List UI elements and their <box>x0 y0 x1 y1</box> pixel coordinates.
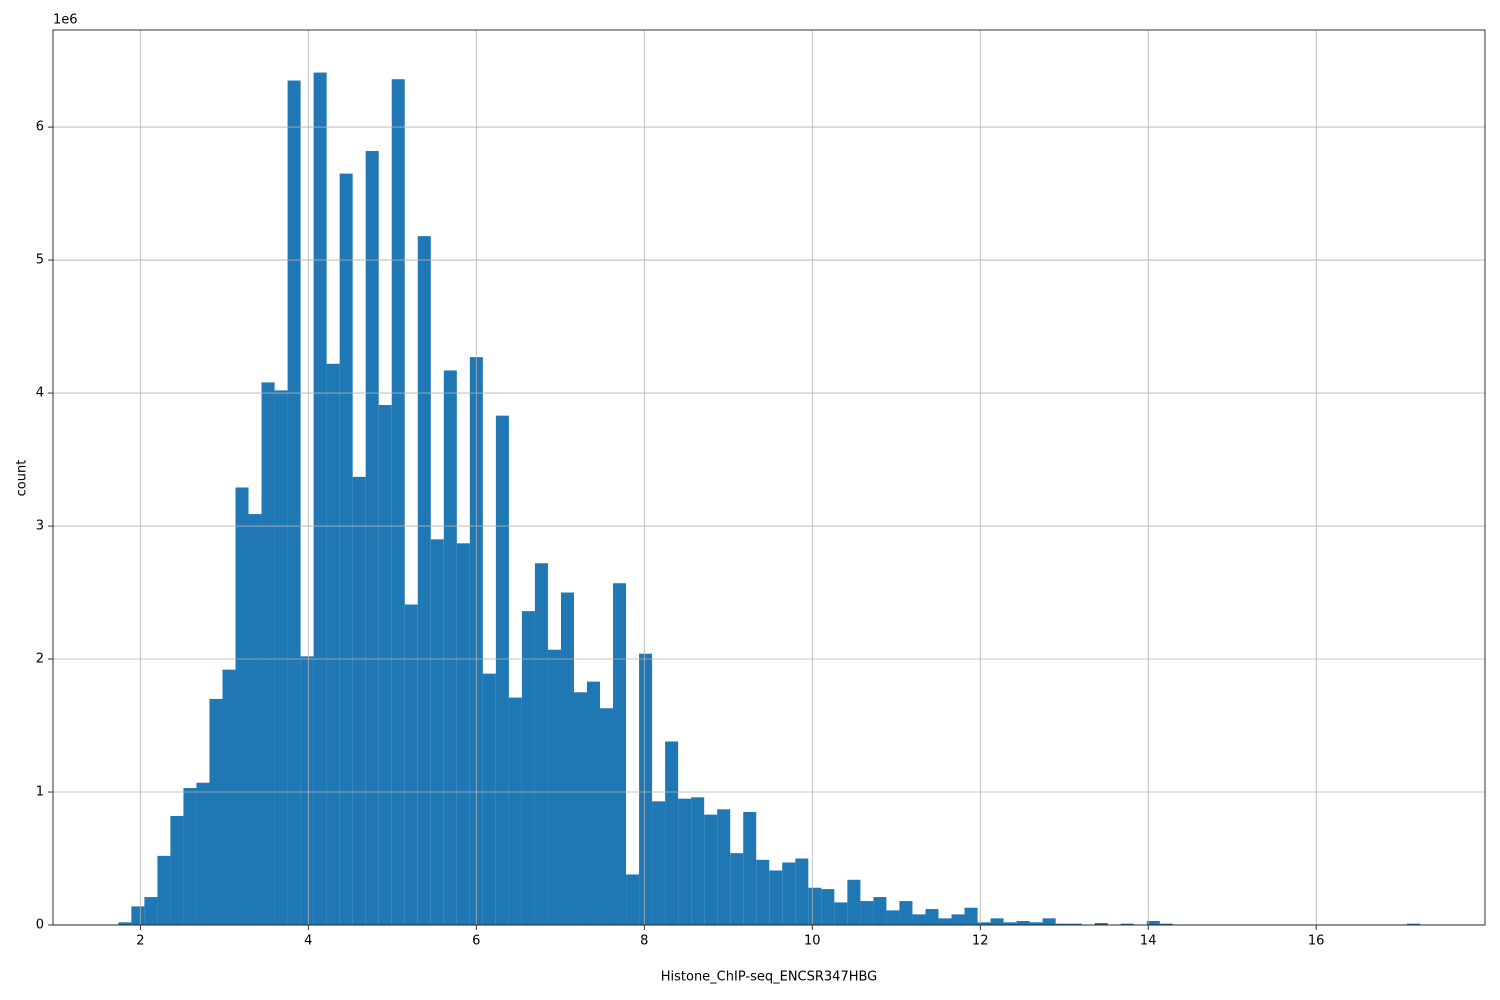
bar <box>144 897 158 925</box>
bar <box>899 901 913 925</box>
x-tick-label: 12 <box>972 934 989 949</box>
bar <box>131 906 145 925</box>
bar <box>1407 923 1421 925</box>
bar <box>639 653 653 925</box>
x-tick-label: 6 <box>472 934 480 949</box>
bar <box>821 889 835 925</box>
bar <box>365 151 379 926</box>
bar <box>1003 922 1017 925</box>
bar <box>417 236 431 925</box>
bar <box>430 539 444 925</box>
x-tick-label: 10 <box>804 934 821 949</box>
bar <box>886 910 900 925</box>
bar <box>352 476 366 925</box>
bar <box>391 79 405 925</box>
bar <box>495 415 509 925</box>
y-tick-label: 1 <box>36 785 44 800</box>
x-axis-label: Histone_ChIP-seq_ENCSR347HBG <box>661 970 878 985</box>
bar <box>912 914 926 925</box>
bar <box>326 363 340 925</box>
bar <box>600 708 614 925</box>
bar <box>118 922 132 925</box>
x-tick-label: 4 <box>304 934 312 949</box>
bar <box>691 797 705 925</box>
bar <box>1029 922 1043 925</box>
offset-label: 1e6 <box>53 13 78 28</box>
bar <box>1146 921 1160 925</box>
y-tick-label: 0 <box>36 918 44 933</box>
bar <box>1068 923 1082 925</box>
bar <box>756 859 770 925</box>
bar <box>560 592 574 925</box>
bar <box>1016 921 1030 925</box>
bar <box>300 656 314 925</box>
bar <box>183 788 197 925</box>
bar <box>287 80 301 926</box>
bar <box>977 922 991 925</box>
bar <box>652 801 666 925</box>
x-tick-label: 16 <box>1308 934 1325 949</box>
bar <box>339 173 353 926</box>
y-axis-label: count <box>15 460 30 497</box>
bar <box>743 811 757 925</box>
bar <box>990 918 1004 925</box>
bar <box>665 741 679 925</box>
y-tick-label: 6 <box>36 120 44 135</box>
bar <box>222 669 236 925</box>
y-tick-label: 2 <box>36 652 44 667</box>
x-tick-label: 2 <box>136 934 144 949</box>
bar <box>313 72 327 925</box>
y-tick-label: 5 <box>36 253 44 268</box>
bar <box>404 604 418 925</box>
bar <box>248 514 262 925</box>
bar <box>717 809 731 925</box>
bar <box>795 858 809 925</box>
bar <box>261 382 275 925</box>
bar <box>834 902 848 925</box>
bar <box>1094 923 1108 925</box>
bar <box>860 901 874 925</box>
bar <box>196 782 210 925</box>
x-tick-label: 8 <box>640 934 648 949</box>
bar <box>482 673 496 925</box>
bar <box>613 583 627 925</box>
bar <box>443 370 457 925</box>
bar <box>769 870 783 925</box>
y-tick-label: 4 <box>36 386 44 401</box>
plot-frame <box>52 29 1486 926</box>
bar <box>678 798 692 925</box>
bar <box>547 649 561 925</box>
bar <box>170 815 184 925</box>
bar <box>808 887 822 925</box>
bar <box>1159 923 1173 925</box>
bar <box>847 879 861 925</box>
bar <box>274 390 288 925</box>
y-tick-label: 3 <box>36 519 44 534</box>
bar <box>873 897 887 925</box>
bar <box>521 611 535 925</box>
bar <box>1120 923 1134 925</box>
bar <box>209 698 223 925</box>
bar <box>508 697 522 925</box>
bar <box>573 692 587 925</box>
bar <box>938 918 952 925</box>
bar <box>1042 918 1056 925</box>
bar <box>704 814 718 925</box>
bar <box>235 487 249 925</box>
bar <box>964 907 978 925</box>
bar <box>378 405 392 925</box>
bar <box>1055 923 1069 925</box>
x-tick-label: 14 <box>1140 934 1157 949</box>
bar <box>951 914 965 925</box>
bar <box>782 862 796 925</box>
bar <box>925 909 939 925</box>
bar <box>456 543 470 925</box>
bar <box>157 855 171 925</box>
bar <box>586 681 601 925</box>
bar <box>626 874 640 925</box>
bar <box>534 563 548 925</box>
bar <box>730 853 744 925</box>
